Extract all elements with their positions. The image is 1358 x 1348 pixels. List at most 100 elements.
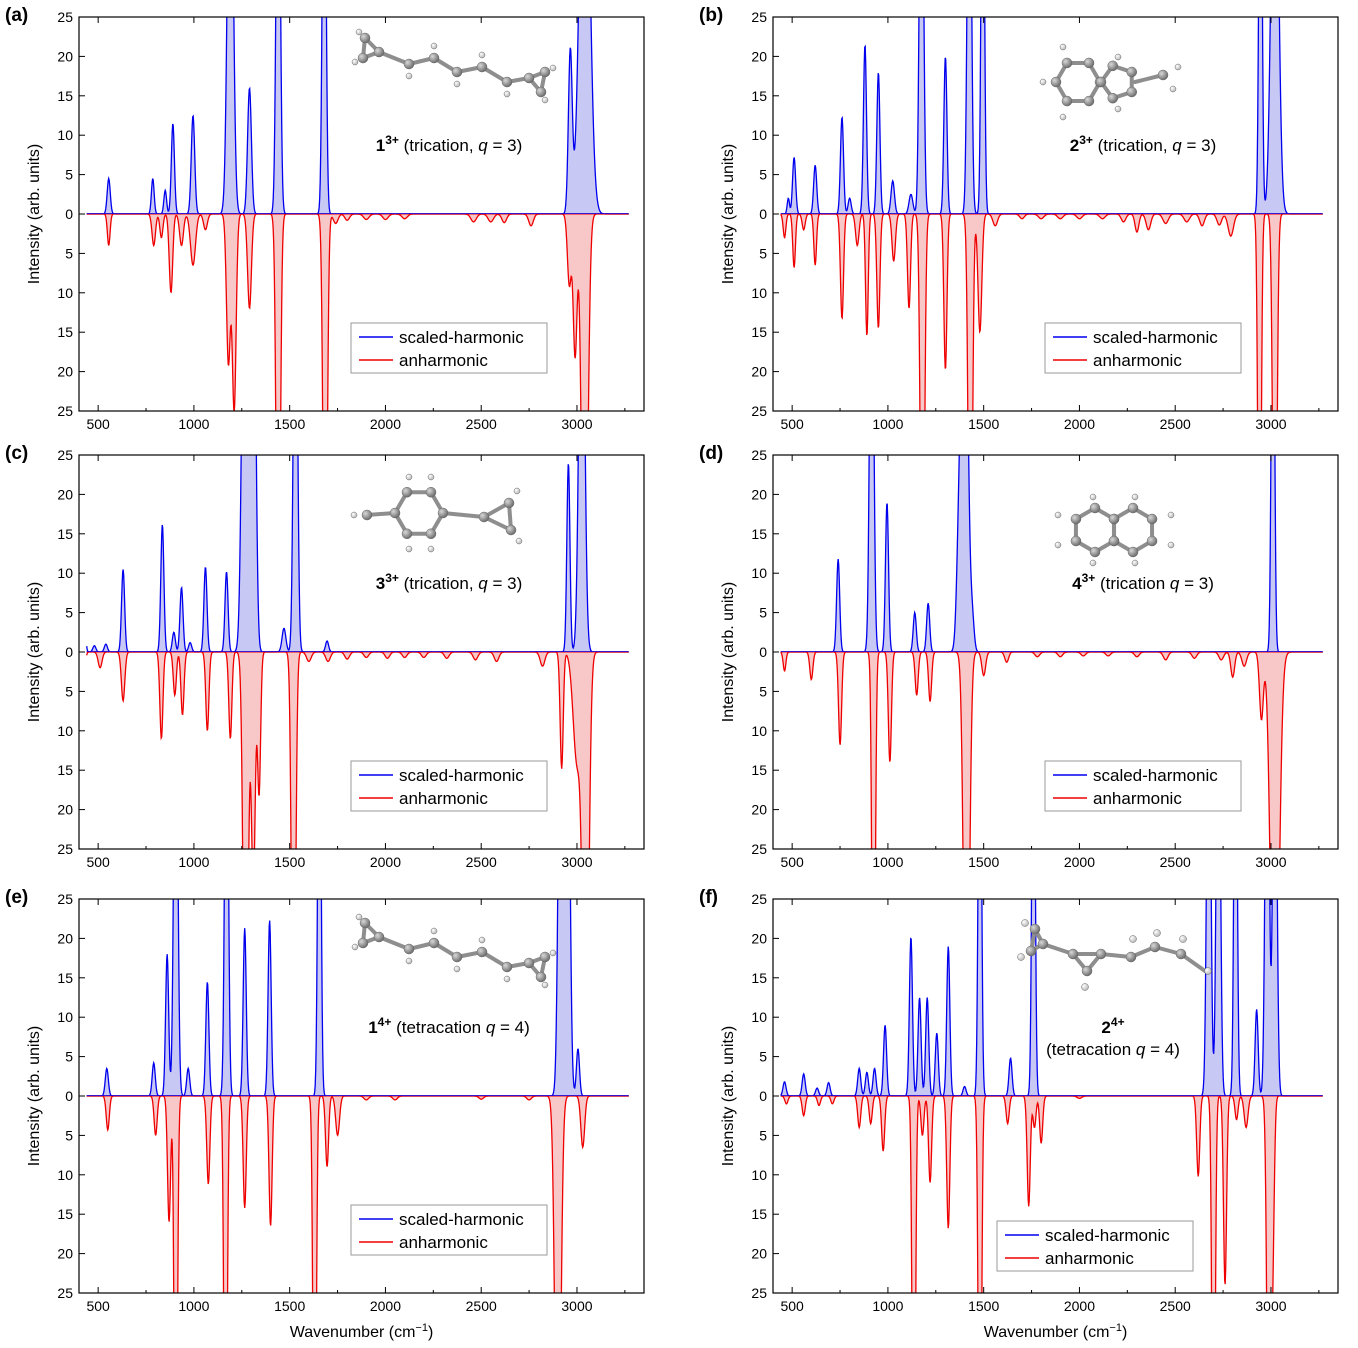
y-tick-label: 15: [57, 762, 73, 778]
y-tick-label: 25: [57, 447, 73, 463]
legend: scaled-harmonic anharmonic: [996, 1220, 1194, 1272]
scaled-harmonic-fill: [86, 899, 629, 1096]
y-tick-label: 25: [57, 891, 73, 907]
y-axis-title: Intensity (arb. units): [26, 582, 43, 723]
scaled-harmonic-fill: [780, 899, 1323, 1096]
molecule-structure-icon: [351, 28, 557, 104]
legend-label: anharmonic: [399, 789, 488, 808]
y-tick-label: 10: [57, 1009, 73, 1025]
x-tick-label: 2000: [370, 854, 401, 870]
legend-box: [1044, 760, 1242, 812]
x-tick-label: 1500: [274, 1298, 305, 1314]
y-tick-label: 15: [57, 88, 73, 104]
anharmonic-fill: [780, 652, 1323, 849]
y-tick-label: 10: [751, 565, 767, 581]
molecule-structure-icon: [1017, 919, 1212, 991]
y-tick-label: 5: [759, 167, 767, 183]
scaled-harmonic-series-line: [780, 17, 1323, 215]
panel-d: 500 1000 1500 2000 2500 3000 0 5 10 15 20 25 5 10 15 20…: [699, 443, 1339, 870]
y-tick-label: 15: [57, 970, 73, 986]
anharmonic-fill: [86, 652, 629, 849]
x-tick-label: 500: [86, 416, 110, 432]
panel-letter: (f): [699, 887, 718, 908]
x-tick-label: 1500: [968, 1298, 999, 1314]
molecule-structure-icon: [350, 473, 523, 553]
plot-area: [780, 899, 1323, 1293]
panel-b: 500 1000 1500 2000 2500 3000 0 5 10 15 20 25 5 10 15 20…: [699, 5, 1339, 432]
molecule-structure-icon: [1054, 493, 1175, 567]
y-tick-label: 25: [751, 891, 767, 907]
y-tick-label: 0: [65, 1088, 73, 1104]
legend-label: anharmonic: [399, 351, 488, 370]
x-tick-label: 2000: [370, 1298, 401, 1314]
y-tick-label: 20: [57, 802, 73, 818]
y-tick-label: 20: [57, 486, 73, 502]
y-tick-label: 10: [751, 723, 767, 739]
x-tick-label: 2500: [1160, 1298, 1191, 1314]
x-tick-label: 2500: [1160, 416, 1191, 432]
molecule-annotation: 23+ (trication, q = 3): [1070, 133, 1216, 155]
y-tick-label: 25: [57, 841, 73, 857]
legend: scaled-harmonic anharmonic: [1044, 760, 1242, 812]
x-tick-label: 3000: [561, 1298, 592, 1314]
panel-letter: (d): [699, 443, 723, 464]
x-tick-label: 2500: [466, 1298, 497, 1314]
legend-label: scaled-harmonic: [1093, 328, 1218, 347]
x-tick-label: 3000: [1255, 1298, 1286, 1314]
anharmonic-fill: [780, 1096, 1323, 1293]
molecule-annotation: 24+: [1101, 1015, 1124, 1037]
y-tick-label: 5: [759, 1049, 767, 1065]
legend-box: [1044, 322, 1242, 374]
y-tick-label: 5: [65, 245, 73, 261]
y-tick-label: 25: [57, 1285, 73, 1301]
legend-box: [350, 760, 548, 812]
panel-letter: (e): [5, 887, 28, 908]
x-tick-label: 2500: [466, 854, 497, 870]
legend: scaled-harmonic anharmonic: [350, 322, 548, 374]
x-tick-label: 500: [780, 1298, 804, 1314]
y-tick-label: 5: [759, 245, 767, 261]
molecule-structure-icon: [351, 913, 557, 989]
y-tick-label: 10: [751, 1009, 767, 1025]
y-tick-label: 5: [65, 605, 73, 621]
y-tick-label: 25: [57, 9, 73, 25]
x-tick-label: 500: [780, 416, 804, 432]
plot-area: [86, 899, 629, 1293]
y-tick-label: 15: [751, 1206, 767, 1222]
x-tick-label: 1000: [178, 854, 209, 870]
scaled-harmonic-fill: [780, 455, 1323, 652]
y-tick-label: 20: [57, 48, 73, 64]
plot-area: [86, 455, 629, 849]
y-tick-label: 10: [57, 1167, 73, 1183]
y-tick-label: 15: [751, 762, 767, 778]
molecule-annotation: 43+ (trication q = 3): [1072, 571, 1214, 593]
scaled-harmonic-series-line: [780, 455, 1323, 653]
legend-box: [350, 1204, 548, 1256]
x-tick-label: 500: [86, 854, 110, 870]
y-tick-label: 0: [65, 206, 73, 222]
y-tick-label: 5: [65, 1049, 73, 1065]
x-tick-label: 1000: [872, 854, 903, 870]
y-tick-label: 15: [751, 970, 767, 986]
y-tick-label: 0: [759, 644, 767, 660]
y-tick-label: 0: [65, 644, 73, 660]
x-tick-label: 3000: [1255, 416, 1286, 432]
y-tick-label: 25: [57, 403, 73, 419]
legend-label: anharmonic: [1093, 351, 1182, 370]
legend: scaled-harmonic anharmonic: [350, 1204, 548, 1256]
x-tick-label: 1000: [872, 1298, 903, 1314]
y-tick-label: 15: [57, 324, 73, 340]
panel-a: 500 1000 1500 2000 2500 3000 0 5 10 15 20 25 5 10 15 20…: [5, 5, 645, 432]
legend: scaled-harmonic anharmonic: [350, 760, 548, 812]
y-tick-label: 25: [751, 841, 767, 857]
scaled-harmonic-series-line: [86, 455, 629, 653]
y-tick-label: 0: [759, 1088, 767, 1104]
y-tick-label: 0: [759, 206, 767, 222]
legend-label: anharmonic: [1093, 789, 1182, 808]
x-tick-label: 2500: [1160, 854, 1191, 870]
y-tick-label: 20: [751, 1246, 767, 1262]
plot-area: [780, 17, 1323, 411]
anharmonic-fill: [86, 214, 629, 411]
y-tick-label: 10: [57, 723, 73, 739]
